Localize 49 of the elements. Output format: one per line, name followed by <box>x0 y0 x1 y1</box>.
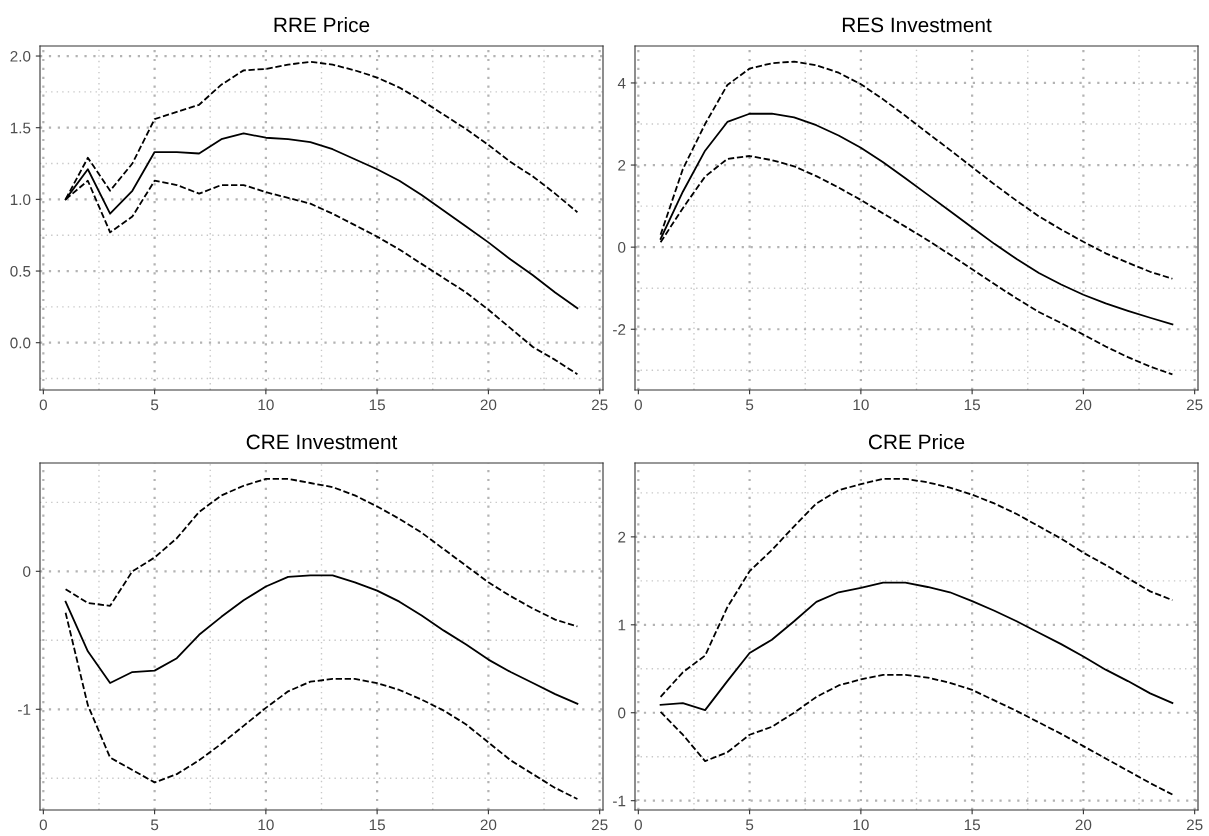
x-tick-label: 20 <box>1075 819 1092 831</box>
chart-title: RRE Price <box>274 17 370 33</box>
y-tick-label: 1.0 <box>10 194 31 206</box>
x-tick-label: 5 <box>745 399 754 411</box>
y-tick-label: 0 <box>23 566 31 577</box>
x-tick-label: 10 <box>258 819 274 831</box>
x-tick-label: 0 <box>39 399 47 411</box>
x-tick-label: 5 <box>150 399 159 411</box>
x-tick-label: 10 <box>853 399 869 411</box>
line-series <box>659 477 1174 698</box>
y-tick-label: -1 <box>18 704 31 715</box>
x-tick-label: 20 <box>480 399 497 411</box>
y-tick-label: 4 <box>617 77 626 89</box>
chart-title: CRE Price <box>868 434 965 450</box>
x-tick-label: 20 <box>1075 399 1092 411</box>
line-series <box>659 674 1174 796</box>
y-tick-label: 0 <box>618 242 626 253</box>
y-tick-label: 2 <box>618 159 626 171</box>
y-tick-label: 0.0 <box>10 337 31 349</box>
x-tick-label: 15 <box>964 399 980 411</box>
x-tick-label: 10 <box>853 819 869 831</box>
line-series <box>64 574 579 705</box>
x-tick-label: 15 <box>369 819 385 831</box>
y-tick-label: 2.0 <box>10 50 31 62</box>
x-tick-label: 25 <box>1186 819 1203 831</box>
y-tick-label: 0 <box>618 707 626 719</box>
y-tick-label: 2 <box>618 531 626 543</box>
x-tick-label: 25 <box>591 399 608 411</box>
y-tick-label: 0.5 <box>10 265 31 277</box>
x-tick-label: 20 <box>480 819 497 831</box>
line-series <box>64 611 579 800</box>
x-tick-label: 25 <box>591 819 608 831</box>
y-tick-label: 1.5 <box>10 122 31 134</box>
x-tick-label: 0 <box>39 819 47 831</box>
line-series <box>659 581 1174 712</box>
y-tick-label: 1 <box>618 619 626 631</box>
x-tick-label: 15 <box>964 819 980 831</box>
x-tick-label: 0 <box>634 819 642 831</box>
y-tick-label: -2 <box>613 324 626 335</box>
x-tick-label: 5 <box>150 819 159 831</box>
x-tick-label: 25 <box>1186 399 1203 411</box>
chart-title: RES Investment <box>842 17 992 33</box>
chart-title: CRE Investment <box>246 434 398 450</box>
x-tick-label: 0 <box>634 399 642 411</box>
y-tick-label: -1 <box>613 795 626 807</box>
x-tick-label: 15 <box>369 399 385 411</box>
x-tick-label: 5 <box>745 819 754 831</box>
line-series <box>64 477 579 628</box>
x-tick-label: 10 <box>258 399 274 411</box>
